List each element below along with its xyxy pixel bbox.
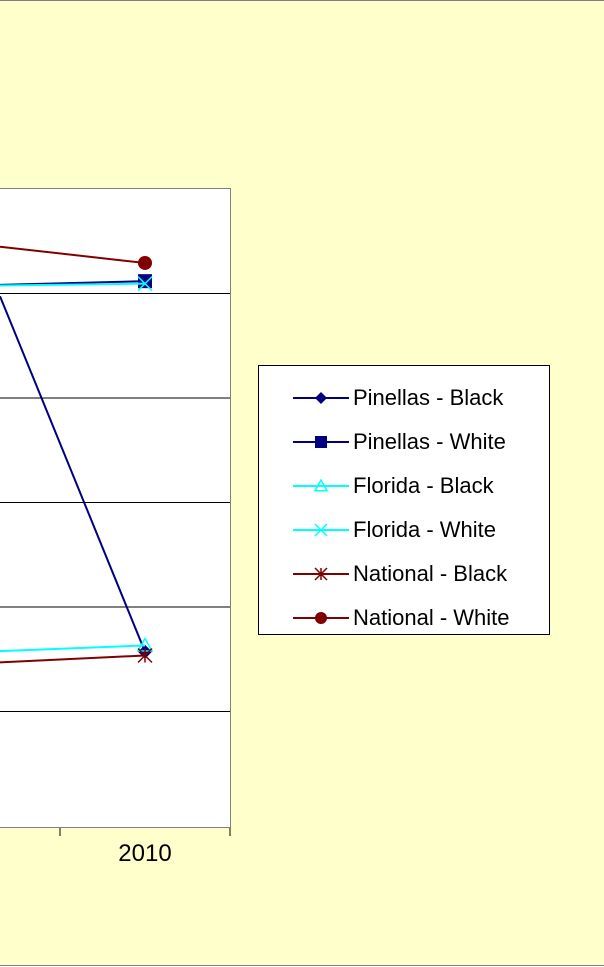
triangle-marker-icon	[293, 478, 349, 492]
series-line	[0, 654, 146, 664]
x-marker	[314, 523, 328, 537]
legend-label: National - Black	[353, 561, 508, 586]
star-marker	[314, 567, 328, 581]
circle-marker	[138, 255, 152, 270]
star-marker	[137, 647, 153, 664]
legend: Pinellas - Black Pinellas - White Florid…	[258, 365, 550, 635]
legend-label: Florida - White	[353, 517, 497, 542]
circle-marker-icon	[293, 612, 349, 624]
triangle-marker	[313, 478, 329, 492]
series-line	[0, 644, 146, 653]
x-marker	[137, 276, 153, 292]
legend-item: National - White	[293, 596, 549, 640]
series-line	[0, 295, 146, 653]
star-marker-icon	[293, 567, 349, 581]
diamond-marker	[315, 392, 327, 404]
legend-item: Florida - Black	[293, 464, 549, 508]
series-line	[0, 245, 146, 264]
series-line	[0, 282, 146, 287]
legend-label: Pinellas - Black	[353, 385, 504, 410]
x-tick-label-2010: 2010	[118, 840, 172, 867]
square-marker	[315, 436, 327, 448]
legend-label: National - White	[353, 605, 510, 630]
square-marker-icon	[293, 436, 349, 448]
plot-area	[0, 188, 231, 828]
circle-marker	[315, 612, 327, 624]
x-marker-icon	[293, 523, 349, 537]
legend-label: Florida - Black	[353, 473, 494, 498]
legend-label: Pinellas - White	[353, 429, 506, 454]
legend-item: Florida - White	[293, 508, 549, 552]
square-marker	[138, 274, 152, 289]
legend-item: National - Black	[293, 552, 549, 596]
legend-item: Pinellas - White	[293, 420, 549, 464]
legend-item: Pinellas - Black	[293, 376, 549, 420]
diamond-marker-icon	[293, 392, 349, 404]
